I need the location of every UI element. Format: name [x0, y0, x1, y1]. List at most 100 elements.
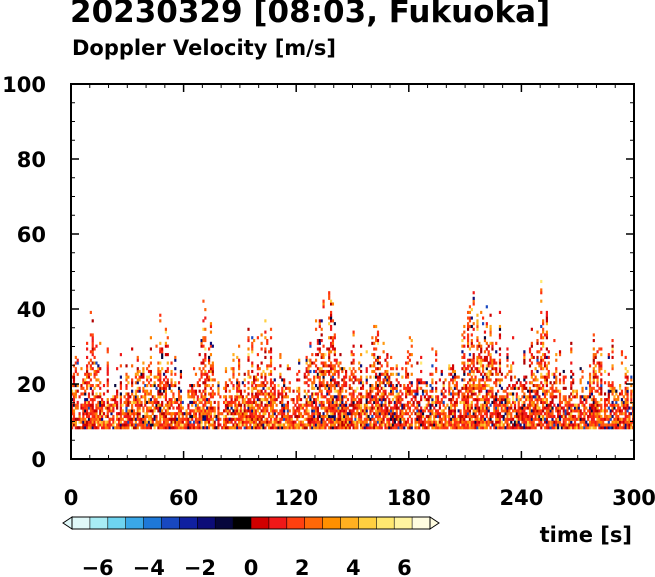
heatmap-cell — [581, 375, 584, 379]
heatmap-cell — [269, 420, 273, 424]
heatmap-cell — [540, 288, 543, 292]
heatmap-cell — [399, 409, 402, 413]
heatmap-cell — [510, 412, 513, 416]
heatmap-cell — [296, 414, 299, 419]
heatmap-cell — [480, 420, 483, 424]
heatmap-cell — [551, 395, 554, 399]
heatmap-cell — [363, 406, 366, 410]
heatmap-cell — [313, 369, 316, 374]
heatmap-cell — [378, 420, 381, 424]
heatmap-cell — [348, 367, 351, 371]
heatmap-cell — [258, 412, 261, 416]
heatmap-cell — [192, 398, 196, 402]
heatmap-cell — [495, 372, 498, 376]
heatmap-cell — [333, 417, 336, 421]
heatmap-cell — [352, 344, 355, 348]
heatmap-cell — [489, 341, 492, 345]
heatmap-cell — [551, 384, 554, 388]
heatmap-cell — [253, 398, 256, 402]
heatmap-cell — [624, 423, 627, 427]
heatmap-cell — [194, 417, 198, 421]
heatmap-cell — [406, 392, 410, 396]
heatmap-cell — [95, 395, 98, 399]
heatmap-cell — [264, 347, 267, 351]
heatmap-cell — [256, 378, 259, 382]
heatmap-cell — [421, 414, 425, 419]
heatmap-cell — [521, 386, 524, 390]
heatmap-cell — [405, 420, 408, 424]
heatmap-cell — [420, 369, 423, 374]
heatmap-cell — [266, 398, 269, 402]
heatmap-cell — [572, 389, 575, 393]
heatmap-cell — [596, 414, 599, 419]
heatmap-cell — [611, 414, 614, 419]
heatmap-cell — [369, 406, 372, 410]
heatmap-cell — [540, 336, 543, 340]
y-tick-label: 0 — [31, 448, 46, 472]
heatmap-cell — [390, 409, 393, 413]
heatmap-cell — [440, 412, 443, 416]
heatmap-cell — [206, 414, 209, 419]
heatmap-cell — [183, 426, 186, 430]
heatmap-cell — [333, 336, 336, 340]
heatmap-cell — [260, 384, 263, 388]
heatmap-cell — [382, 395, 385, 399]
heatmap-cell — [577, 409, 580, 413]
heatmap-cell — [585, 406, 588, 410]
heatmap-cell — [570, 381, 573, 385]
heatmap-cell — [538, 364, 541, 368]
heatmap-cell — [262, 423, 265, 427]
heatmap-cell — [495, 398, 498, 402]
heatmap-cell — [196, 384, 199, 388]
heatmap-cell — [71, 412, 74, 416]
heatmap-cell — [455, 417, 458, 421]
heatmap-cell — [592, 403, 595, 407]
heatmap-cell — [352, 361, 355, 365]
heatmap-cell — [433, 417, 436, 421]
heatmap-cell — [224, 384, 228, 388]
heatmap-cell — [328, 372, 331, 376]
heatmap-cell — [463, 403, 466, 407]
heatmap-cell — [74, 420, 77, 424]
heatmap-cell — [305, 367, 308, 371]
heatmap-cell — [453, 412, 457, 416]
heatmap-cell — [360, 378, 363, 382]
heatmap-cell — [465, 403, 468, 407]
heatmap-cell — [553, 426, 556, 430]
heatmap-cell — [448, 386, 451, 390]
heatmap-cell — [322, 369, 325, 374]
heatmap-cell — [344, 417, 348, 421]
heatmap-cell — [485, 375, 488, 379]
heatmap-cell — [517, 378, 520, 382]
heatmap-cell — [506, 395, 509, 399]
heatmap-cell — [468, 389, 472, 393]
heatmap-cell — [626, 386, 629, 390]
heatmap-cell — [373, 364, 376, 368]
heatmap-cell — [478, 384, 481, 388]
heatmap-cell — [106, 361, 109, 365]
heatmap-cell — [232, 414, 235, 419]
heatmap-cell — [521, 403, 524, 407]
heatmap-cell — [142, 409, 145, 413]
heatmap-cell — [618, 384, 622, 388]
heatmap-cell — [181, 406, 184, 410]
heatmap-cell — [226, 400, 229, 404]
heatmap-cell — [322, 364, 325, 368]
heatmap-cell — [213, 406, 216, 410]
heatmap-cell — [483, 412, 487, 416]
heatmap-cell — [421, 392, 425, 396]
heatmap-cell — [238, 367, 241, 371]
heatmap-cell — [346, 420, 350, 424]
heatmap-cell — [307, 364, 310, 368]
heatmap-cell — [600, 409, 603, 413]
heatmap-cell — [147, 364, 151, 368]
heatmap-cell — [329, 414, 333, 419]
heatmap-cell — [562, 423, 565, 427]
heatmap-cell — [435, 367, 438, 371]
heatmap-cell — [382, 378, 385, 382]
heatmap-cell — [438, 403, 442, 407]
heatmap-cell — [117, 423, 121, 427]
heatmap-cell — [369, 426, 372, 430]
heatmap-cell — [196, 381, 199, 385]
heatmap-cell — [93, 423, 96, 427]
